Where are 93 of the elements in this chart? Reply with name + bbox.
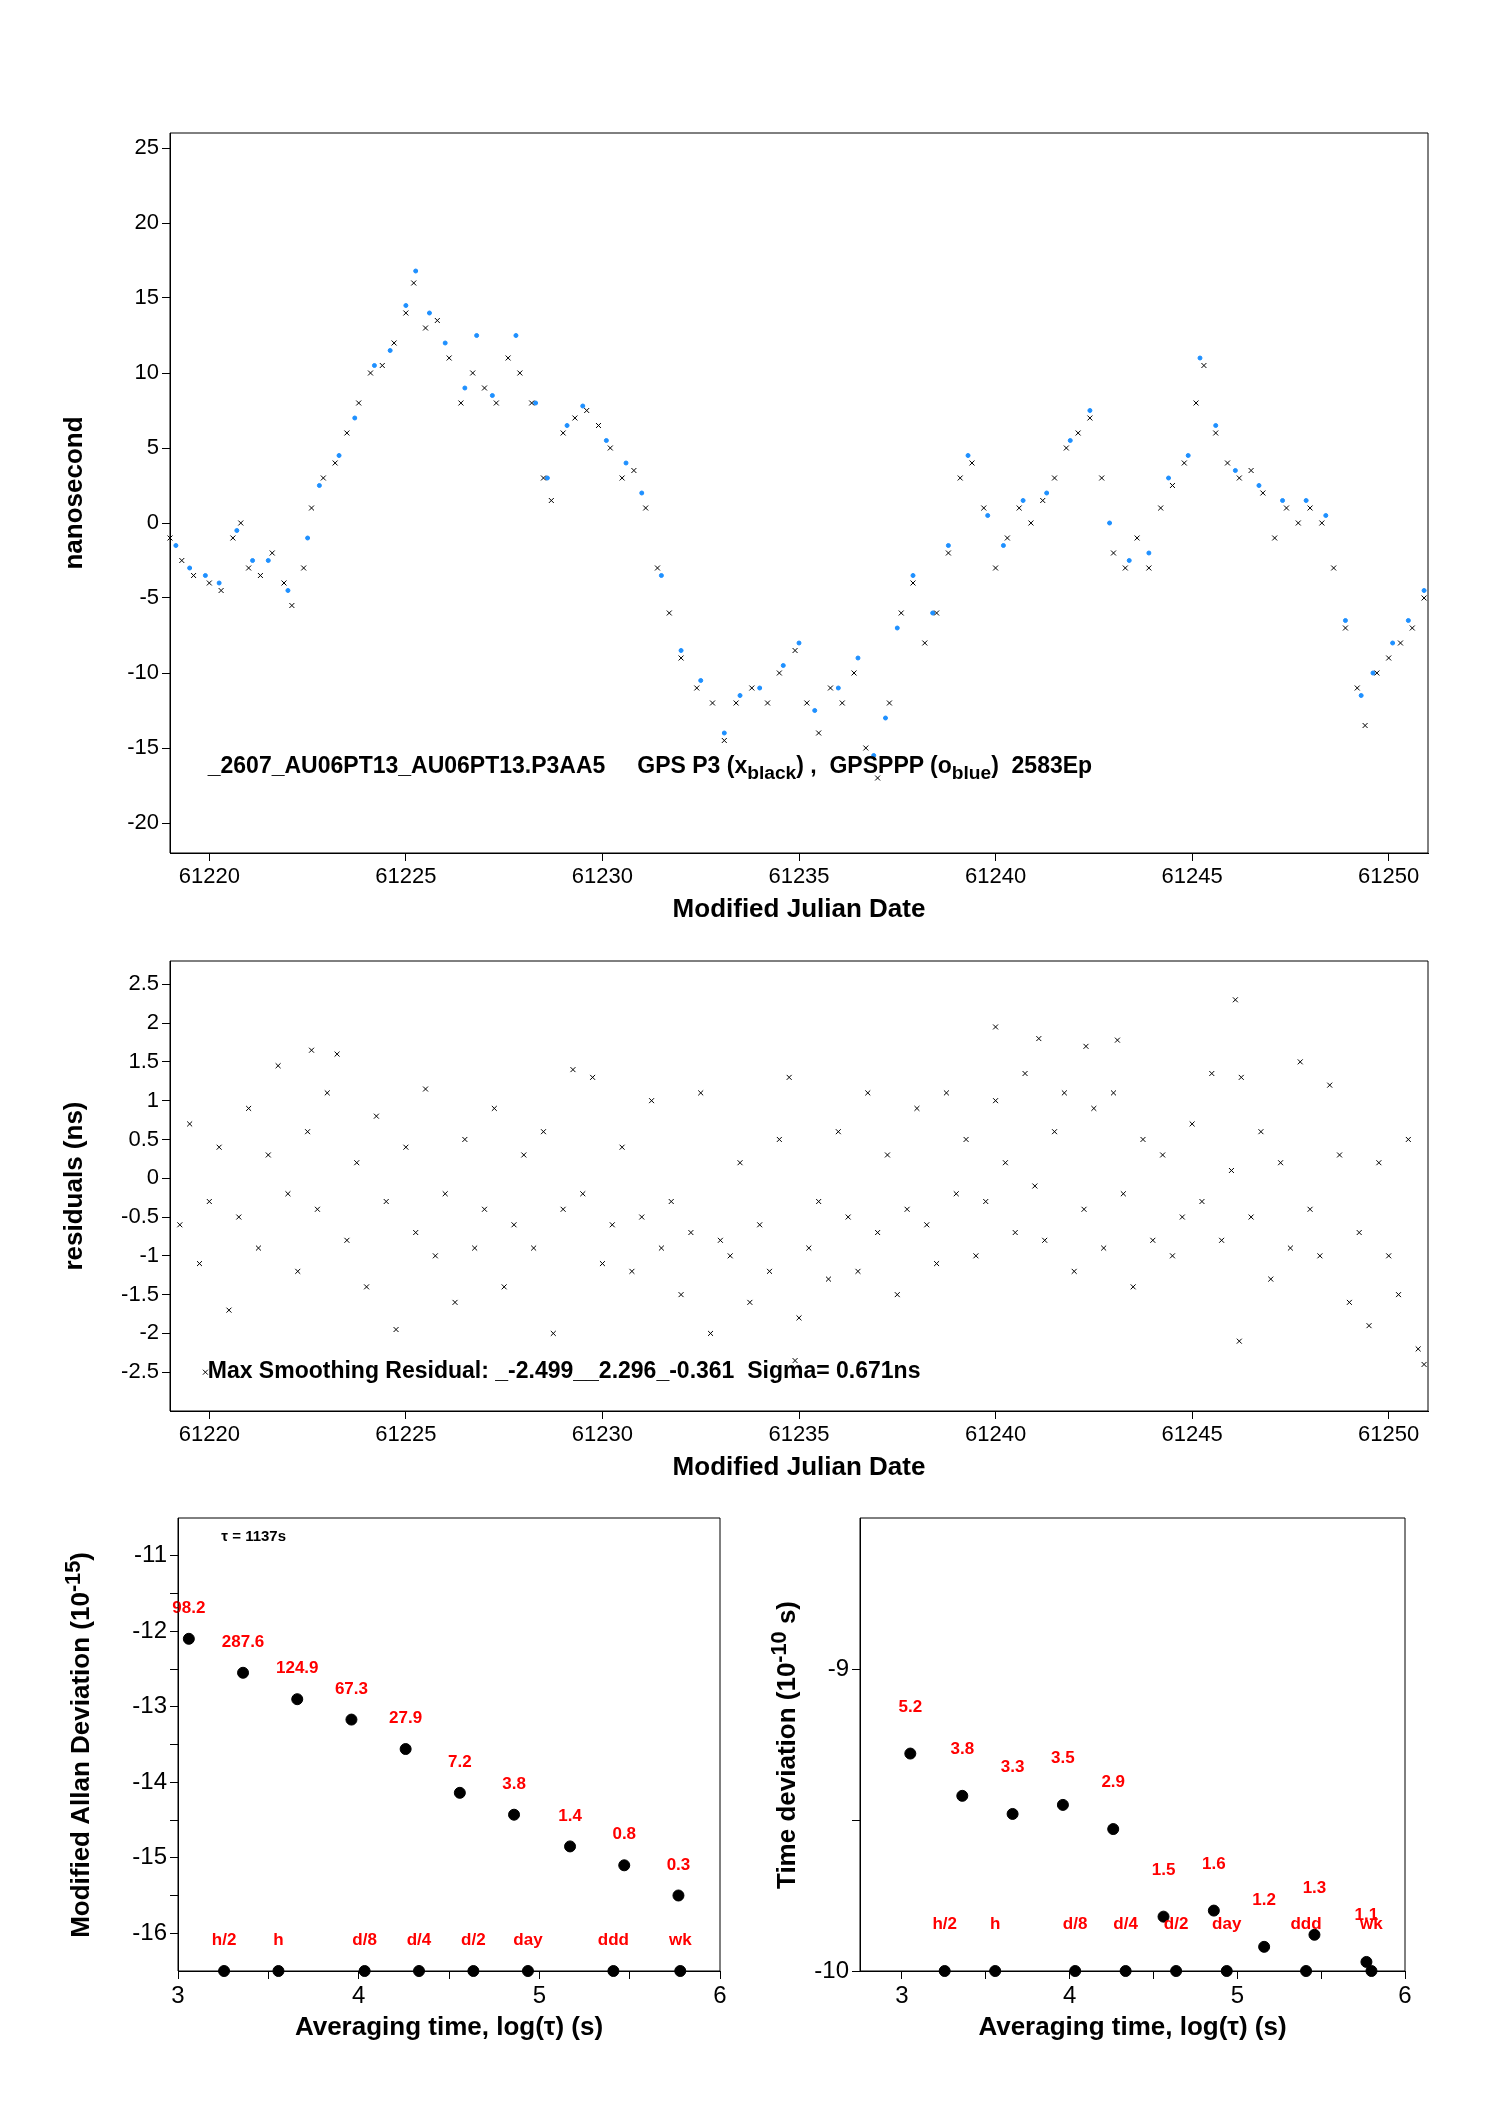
x-tick-label: 61235: [768, 1421, 830, 1447]
y-tick-label: -15: [127, 734, 159, 760]
x-axis-title: Averaging time, log(τ) (s): [293, 2011, 605, 2042]
x-tick-label: 61230: [571, 863, 634, 889]
x-tick-label: 61240: [964, 1421, 1027, 1447]
annotation: 1.3: [1302, 1877, 1327, 1897]
annotation: 5.2: [898, 1696, 923, 1716]
x-axis-title: Modified Julian Date: [671, 893, 927, 924]
y-tick-label: 25: [134, 134, 159, 160]
y-tick-label: -10: [814, 1955, 849, 1983]
x-tick-label: 3: [171, 1981, 185, 2009]
y-tick-label: 2: [146, 1009, 159, 1035]
y-tick-label: -5: [139, 584, 159, 610]
y-tick-label: -12: [132, 1615, 167, 1643]
x-tick-label: 4: [1062, 1981, 1077, 2009]
y-tick-label: -11: [134, 1540, 167, 1568]
annotation: 1.5: [1151, 1859, 1176, 1879]
annotation: d/8: [1062, 1914, 1088, 1934]
annotation: d/2: [461, 1930, 486, 1950]
x-tick-label: 5: [532, 1981, 547, 2009]
y-tick-label: 0: [146, 1164, 159, 1190]
y-tick-label: 0.5: [128, 1125, 159, 1151]
y-tick-label: -15: [132, 1842, 167, 1870]
x-tick-label: 6: [713, 1981, 727, 2009]
annotation: 67.3: [334, 1678, 368, 1698]
y-tick-label: 1: [146, 1086, 159, 1112]
annotation: day: [513, 1930, 544, 1950]
x-tick-label: 5: [1230, 1981, 1244, 2009]
annotation: 7.2: [448, 1752, 472, 1772]
annotation: 287.6: [221, 1631, 265, 1651]
x-tick-label: 61245: [1161, 1421, 1223, 1447]
annotation: h/2: [211, 1930, 237, 1950]
y-tick-label: -20: [127, 809, 159, 835]
y-tick-label: -1.5: [121, 1280, 159, 1306]
annotation: 3.5: [1051, 1748, 1075, 1768]
annotation: h/2: [932, 1914, 957, 1934]
annotation: h: [273, 1930, 284, 1950]
y-axis-title: residuals (ns): [57, 1101, 89, 1271]
annotation: 1.4: [558, 1805, 583, 1825]
annotation: Max Smoothing Residual: _-2.499__2.296_-0.361 Sigma= 0.671ns: [207, 1357, 921, 1384]
annotation: 1.6: [1202, 1853, 1226, 1873]
y-tick-label: 20: [134, 209, 159, 235]
x-tick-label: 61225: [375, 863, 437, 889]
annotation: 124.9: [275, 1658, 319, 1678]
annotation: 3.8: [950, 1739, 975, 1759]
y-tick-label: -2.5: [121, 1358, 159, 1384]
x-tick-label: 61220: [178, 863, 240, 889]
y-tick-label: 2.5: [128, 970, 159, 996]
y-tick-label: -1: [139, 1241, 159, 1267]
annotation: d/4: [1113, 1914, 1139, 1934]
annotation: τ = 1137s: [221, 1527, 287, 1545]
y-tick-label: -0.5: [121, 1203, 159, 1229]
x-tick-label: 6: [1398, 1981, 1412, 2009]
x-axis-title: Modified Julian Date: [671, 1451, 927, 1482]
y-tick-label: 1.5: [128, 1047, 159, 1073]
x-tick-label: 61250: [1358, 863, 1420, 889]
y-tick-label: 5: [146, 434, 159, 460]
y-tick-label: -14: [132, 1766, 167, 1794]
y-tick-label: -10: [127, 659, 159, 685]
x-tick-label: 3: [895, 1981, 909, 2009]
y-tick-label: 10: [134, 359, 159, 385]
annotation: 3.8: [502, 1773, 526, 1793]
x-tick-label: 61220: [178, 1421, 240, 1447]
x-axis-title: Averaging time, log(τ) (s): [977, 2011, 1288, 2042]
x-tick-label: 61235: [768, 863, 830, 889]
annotation: 0.8: [612, 1824, 637, 1844]
annotation: 3.3: [1000, 1757, 1025, 1777]
x-tick-label: 61245: [1161, 863, 1223, 889]
annotation: 27.9: [389, 1708, 423, 1728]
y-tick-label: -9: [827, 1653, 849, 1681]
y-tick-label: 0: [146, 509, 159, 535]
annotation: 1.2: [1252, 1890, 1276, 1910]
annotation: wk: [667, 1930, 693, 1950]
annotation: ddd: [597, 1930, 629, 1950]
y-tick-label: -16: [132, 1917, 167, 1945]
annotation: d/4: [406, 1930, 432, 1950]
y-axis-title: nanosecond: [57, 416, 89, 570]
y-tick-label: -13: [132, 1691, 167, 1719]
annotation: d/8: [352, 1930, 377, 1950]
x-tick-label: 61225: [375, 1421, 437, 1447]
annotation: ddd: [1290, 1914, 1322, 1934]
x-tick-label: 61240: [964, 863, 1027, 889]
annotation: day: [1212, 1914, 1242, 1934]
y-tick-label: 15: [134, 284, 159, 310]
y-tick-label: -2: [139, 1319, 159, 1345]
annotation: d/2: [1163, 1914, 1189, 1934]
annotation: 2.9: [1101, 1772, 1126, 1792]
annotation: h: [989, 1914, 1001, 1934]
annotation: 0.3: [666, 1854, 691, 1874]
x-tick-label: 4: [351, 1981, 366, 2009]
x-tick-label: 61250: [1358, 1421, 1420, 1447]
annotation: _2607_AU06PT13_AU06PT13.P3AA5 GPS P3 (x$_{black}$) , GPSPPP (o$_{blue}$) 2583Ep: [207, 752, 1093, 784]
x-tick-label: 61230: [571, 1421, 634, 1447]
